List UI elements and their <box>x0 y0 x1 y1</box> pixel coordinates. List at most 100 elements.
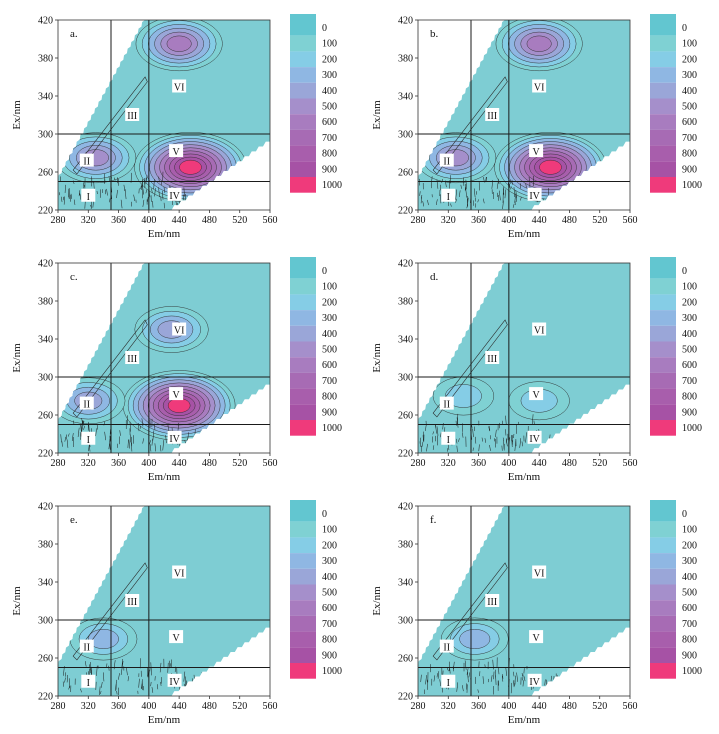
legend-swatch <box>650 36 676 52</box>
region-label: III <box>127 597 137 608</box>
y-tick-label: 220 <box>38 692 53 703</box>
legend-label: 300 <box>322 313 337 324</box>
legend-label: 600 <box>682 117 697 128</box>
legend-label: 100 <box>322 282 337 293</box>
legend-swatch <box>290 585 316 601</box>
legend-label: 600 <box>322 603 337 614</box>
y-tick-label: 380 <box>398 540 413 551</box>
legend-label: 900 <box>322 164 337 175</box>
region-label: V <box>532 147 540 158</box>
x-tick-label: 520 <box>592 458 607 469</box>
legend-swatch <box>650 294 676 310</box>
y-axis-label: Ex/nm <box>11 586 23 616</box>
x-tick-label: 560 <box>623 701 638 712</box>
legend-label: 100 <box>322 39 337 50</box>
y-tick-label: 300 <box>38 616 53 627</box>
legend-swatch <box>650 310 676 326</box>
y-tick-label: 340 <box>398 335 413 346</box>
y-tick-label: 220 <box>38 206 53 217</box>
legend-label: 600 <box>322 117 337 128</box>
legend-swatch <box>290 99 316 115</box>
legend-swatch <box>650 600 676 616</box>
legend-label: 700 <box>322 376 337 387</box>
region-label: I <box>447 192 450 203</box>
legend-swatch <box>290 161 316 177</box>
region-label: VI <box>534 326 545 337</box>
legend-label: 700 <box>682 133 697 144</box>
y-axis-label: Ex/nm <box>11 343 23 373</box>
panel-label: d. <box>430 271 439 283</box>
region-label: II <box>443 157 450 168</box>
legend-swatch <box>650 553 676 569</box>
x-tick-label: 280 <box>51 458 66 469</box>
x-tick-label: 560 <box>623 215 638 226</box>
legend-label: 800 <box>682 392 697 403</box>
y-tick-label: 420 <box>38 502 53 513</box>
y-tick-label: 260 <box>38 654 53 665</box>
legend-label: 300 <box>682 556 697 567</box>
legend-swatch <box>650 357 676 373</box>
y-tick-label: 300 <box>398 373 413 384</box>
x-axis-label: Em/nm <box>508 714 541 726</box>
legend-label: 400 <box>682 329 697 340</box>
legend-swatch <box>290 51 316 67</box>
region-label: V <box>172 390 180 401</box>
legend-swatch <box>650 51 676 67</box>
x-tick-label: 400 <box>141 458 156 469</box>
legend-label: 400 <box>682 572 697 583</box>
x-tick-label: 440 <box>532 701 547 712</box>
legend-swatch <box>290 326 316 342</box>
x-tick-label: 520 <box>232 701 247 712</box>
legend-label: 0 <box>682 23 687 34</box>
legend-cap <box>650 14 676 20</box>
y-tick-label: 300 <box>38 373 53 384</box>
x-tick-label: 520 <box>232 458 247 469</box>
legend-swatch <box>290 279 316 295</box>
region-label: VI <box>534 569 545 580</box>
legend-cap <box>290 257 316 263</box>
legend-swatch <box>290 663 316 679</box>
x-tick-label: 320 <box>441 215 456 226</box>
x-axis-label: Em/nm <box>508 471 541 483</box>
legend-swatch <box>650 342 676 358</box>
region-label: VI <box>534 83 545 94</box>
legend-swatch <box>650 161 676 177</box>
legend-label: 0 <box>322 266 327 277</box>
legend-cap <box>290 14 316 20</box>
legend-swatch <box>290 263 316 279</box>
region-label: IV <box>529 677 540 688</box>
legend-label: 800 <box>322 635 337 646</box>
legend-label: 300 <box>322 556 337 567</box>
x-tick-label: 400 <box>141 701 156 712</box>
y-tick-label: 420 <box>398 259 413 270</box>
legend-label: 900 <box>322 650 337 661</box>
legend-label: 100 <box>322 525 337 536</box>
legend-swatch <box>290 506 316 522</box>
x-tick-label: 520 <box>592 215 607 226</box>
region-label: II <box>83 400 90 411</box>
region-label: III <box>127 111 137 122</box>
region-label: III <box>127 354 137 365</box>
region-label: I <box>87 192 90 203</box>
y-tick-label: 260 <box>38 168 53 179</box>
x-tick-label: 560 <box>263 215 278 226</box>
x-tick-label: 560 <box>263 458 278 469</box>
legend-label: 600 <box>322 360 337 371</box>
legend-label: 600 <box>682 360 697 371</box>
legend-swatch <box>650 569 676 585</box>
x-tick-label: 440 <box>172 458 187 469</box>
legend-swatch <box>650 537 676 553</box>
x-tick-label: 400 <box>141 215 156 226</box>
legend-label: 200 <box>682 54 697 65</box>
x-tick-label: 320 <box>81 701 96 712</box>
legend-label: 1000 <box>322 423 342 434</box>
legend-label: 800 <box>322 149 337 160</box>
region-label: IV <box>529 434 540 445</box>
y-axis-label: Ex/nm <box>371 100 383 130</box>
